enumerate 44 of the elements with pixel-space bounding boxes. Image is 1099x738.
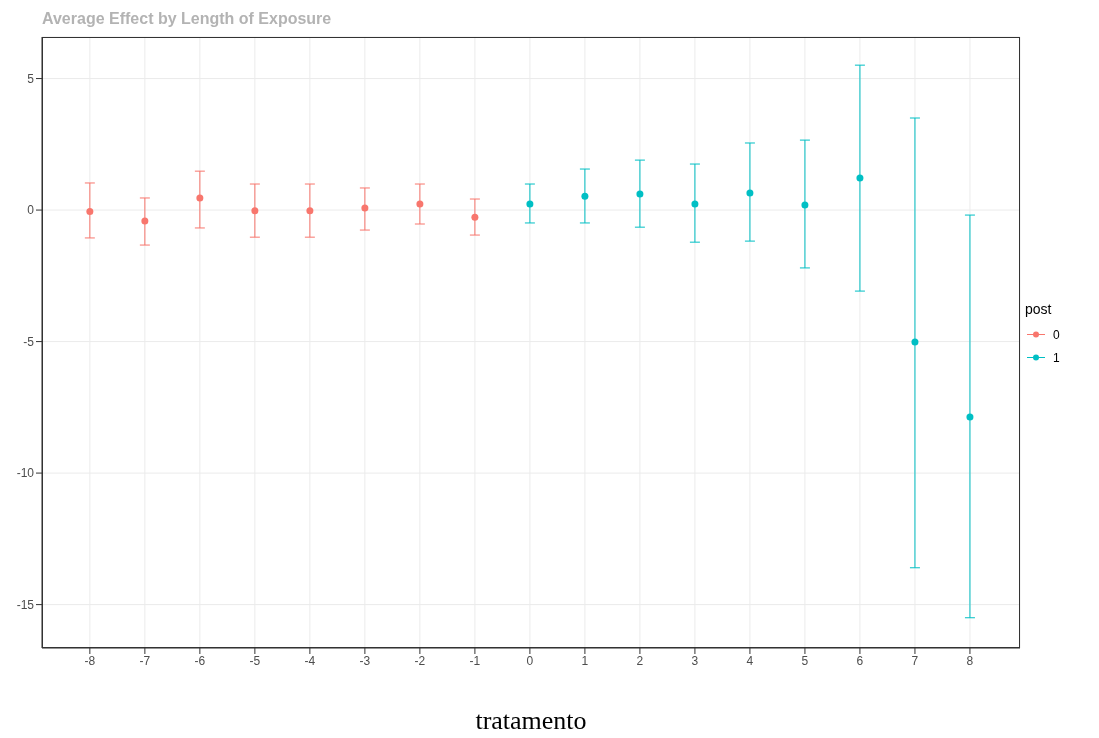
point [141, 217, 149, 225]
x-tick-label: -6 [194, 653, 206, 668]
x-tick-label: -1 [469, 653, 481, 668]
y-tick-label: -5 [23, 334, 35, 349]
legend-label: 0 [1053, 327, 1060, 342]
point [196, 194, 204, 202]
point [306, 207, 314, 215]
x-tick-label: 7 [911, 653, 919, 668]
x-tick-label: 8 [966, 653, 974, 668]
x-tick-label: 1 [581, 653, 589, 668]
x-tick-label: 2 [636, 653, 644, 668]
point [801, 201, 809, 209]
point [86, 207, 94, 215]
x-tick-label: -5 [249, 653, 261, 668]
point [691, 200, 699, 208]
point [526, 200, 534, 208]
y-tick-label: 5 [27, 71, 35, 86]
x-axis-title: tratamento [474, 706, 588, 736]
chart-title: Average Effect by Length of Exposure [42, 10, 332, 28]
x-tick-label: -8 [84, 653, 96, 668]
x-tick-label: 6 [856, 653, 864, 668]
x-tick-label: -7 [139, 653, 151, 668]
point [416, 200, 424, 208]
point [581, 192, 589, 200]
point [911, 338, 919, 346]
y-tick-label: 0 [27, 203, 35, 218]
x-tick-label: 4 [746, 653, 754, 668]
point [746, 189, 754, 197]
y-tick-label: -15 [16, 597, 35, 612]
x-tick-label: 5 [801, 653, 809, 668]
legend-label: 1 [1053, 350, 1060, 365]
x-tick-label: 0 [526, 653, 534, 668]
point [966, 413, 974, 421]
point [856, 174, 864, 182]
x-tick-label: 3 [691, 653, 699, 668]
x-tick-label: -4 [304, 653, 316, 668]
point [251, 207, 259, 215]
x-tick-label: -2 [414, 653, 426, 668]
point [471, 213, 479, 221]
y-tick-label: -10 [16, 466, 35, 481]
legend-title: post [1025, 301, 1053, 317]
point [636, 190, 644, 198]
x-tick-label: -3 [359, 653, 371, 668]
point [361, 204, 369, 212]
